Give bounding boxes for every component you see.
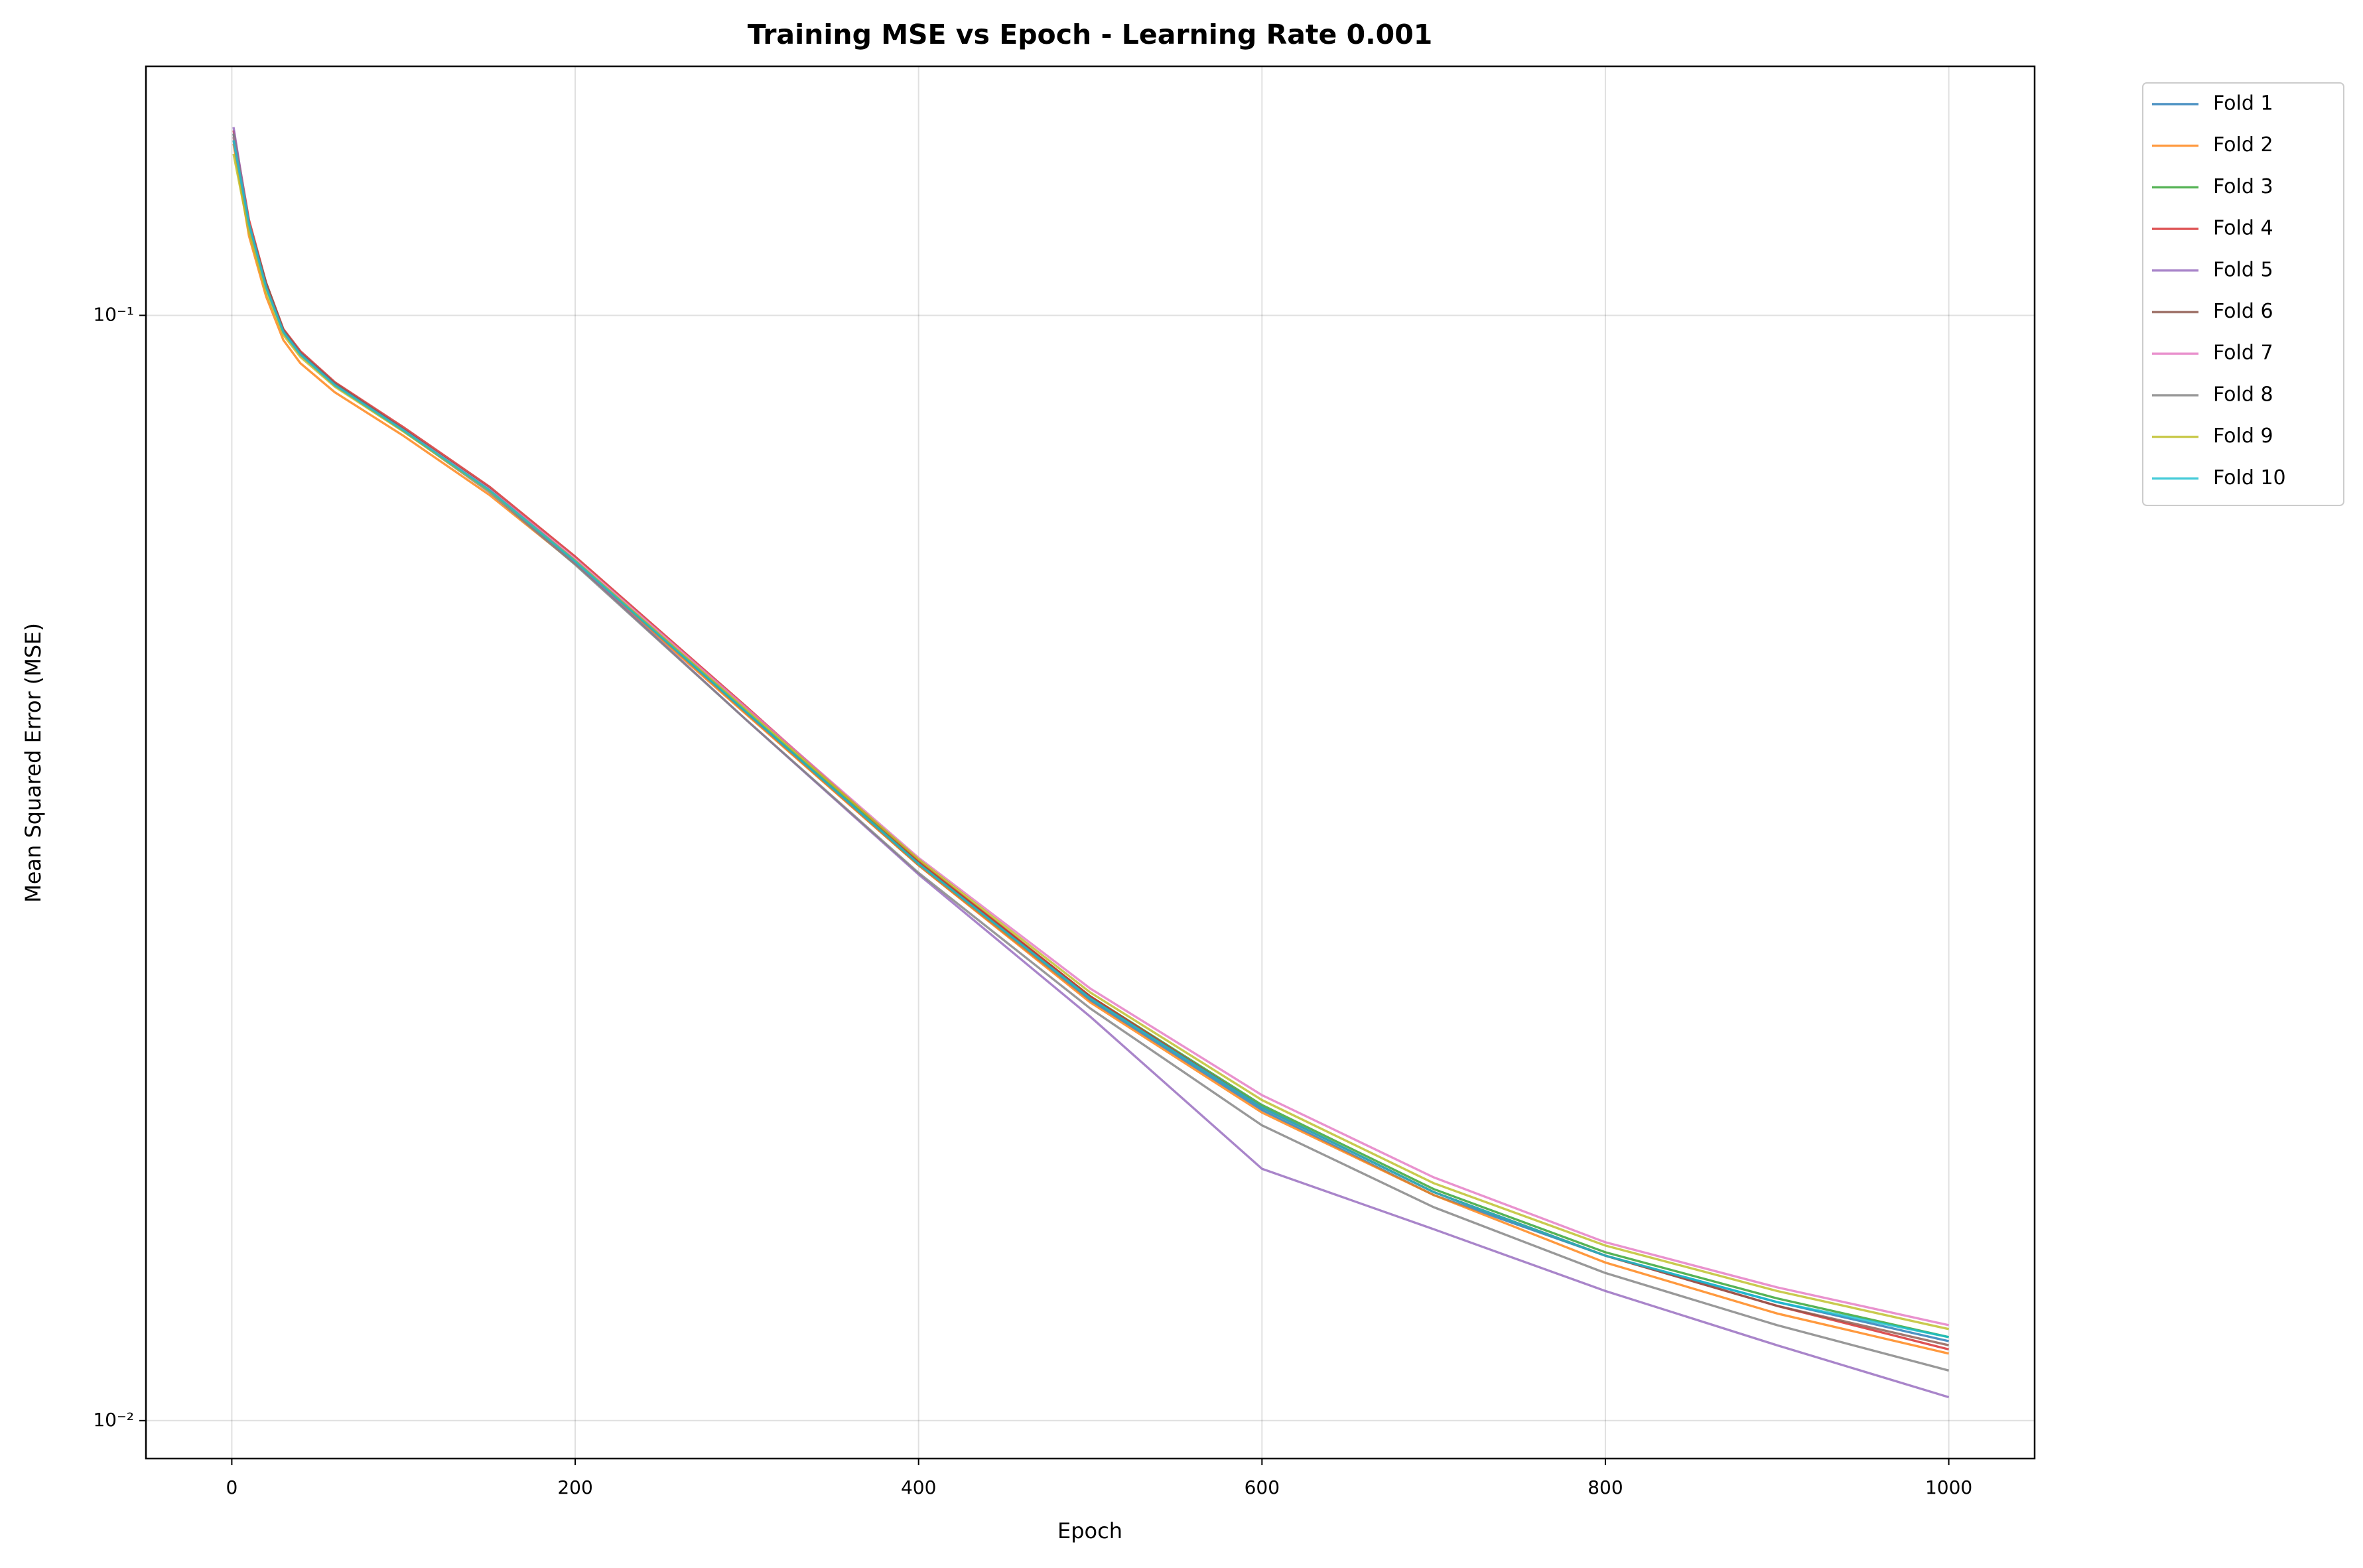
legend-label: Fold 6: [2213, 300, 2273, 323]
legend-label: Fold 2: [2213, 133, 2273, 157]
legend-box: [2142, 82, 2344, 506]
x-tick-label: 400: [901, 1476, 936, 1498]
series-line: [232, 137, 1949, 1339]
x-tick-label: 600: [1245, 1476, 1280, 1498]
x-tick-label: 800: [1587, 1476, 1623, 1498]
legend-label: Fold 5: [2213, 258, 2273, 281]
y-tick-label: 10⁻²: [93, 1409, 134, 1431]
legend-label: Fold 8: [2213, 383, 2273, 406]
x-tick-label: 0: [226, 1476, 237, 1498]
x-axis-label: Epoch: [1057, 1518, 1122, 1543]
series-line: [232, 153, 1949, 1331]
x-tick-label: 1000: [1925, 1476, 1972, 1498]
x-tick-label: 200: [557, 1476, 592, 1498]
series-line: [232, 133, 1950, 1372]
series-line: [232, 127, 1950, 1399]
plot-frame: [145, 65, 2036, 1460]
series-line: [232, 140, 1949, 1339]
legend-label: Fold 10: [2213, 466, 2286, 490]
series-line: [232, 130, 1950, 1351]
y-tick-label: 10⁻¹: [93, 303, 134, 325]
series-line: [232, 143, 1949, 1355]
series-line: [232, 140, 1949, 1346]
legend-label: Fold 7: [2213, 342, 2273, 365]
legend-label: Fold 3: [2213, 175, 2273, 198]
legend-label: Fold 9: [2213, 425, 2273, 448]
y-axis-label: Mean Squared Error (MSE): [21, 623, 46, 903]
chart-title: Training MSE vs Epoch - Learning Rate 0.…: [748, 19, 1433, 50]
legend-label: Fold 4: [2213, 217, 2273, 240]
legend-label: Fold 1: [2213, 92, 2273, 115]
